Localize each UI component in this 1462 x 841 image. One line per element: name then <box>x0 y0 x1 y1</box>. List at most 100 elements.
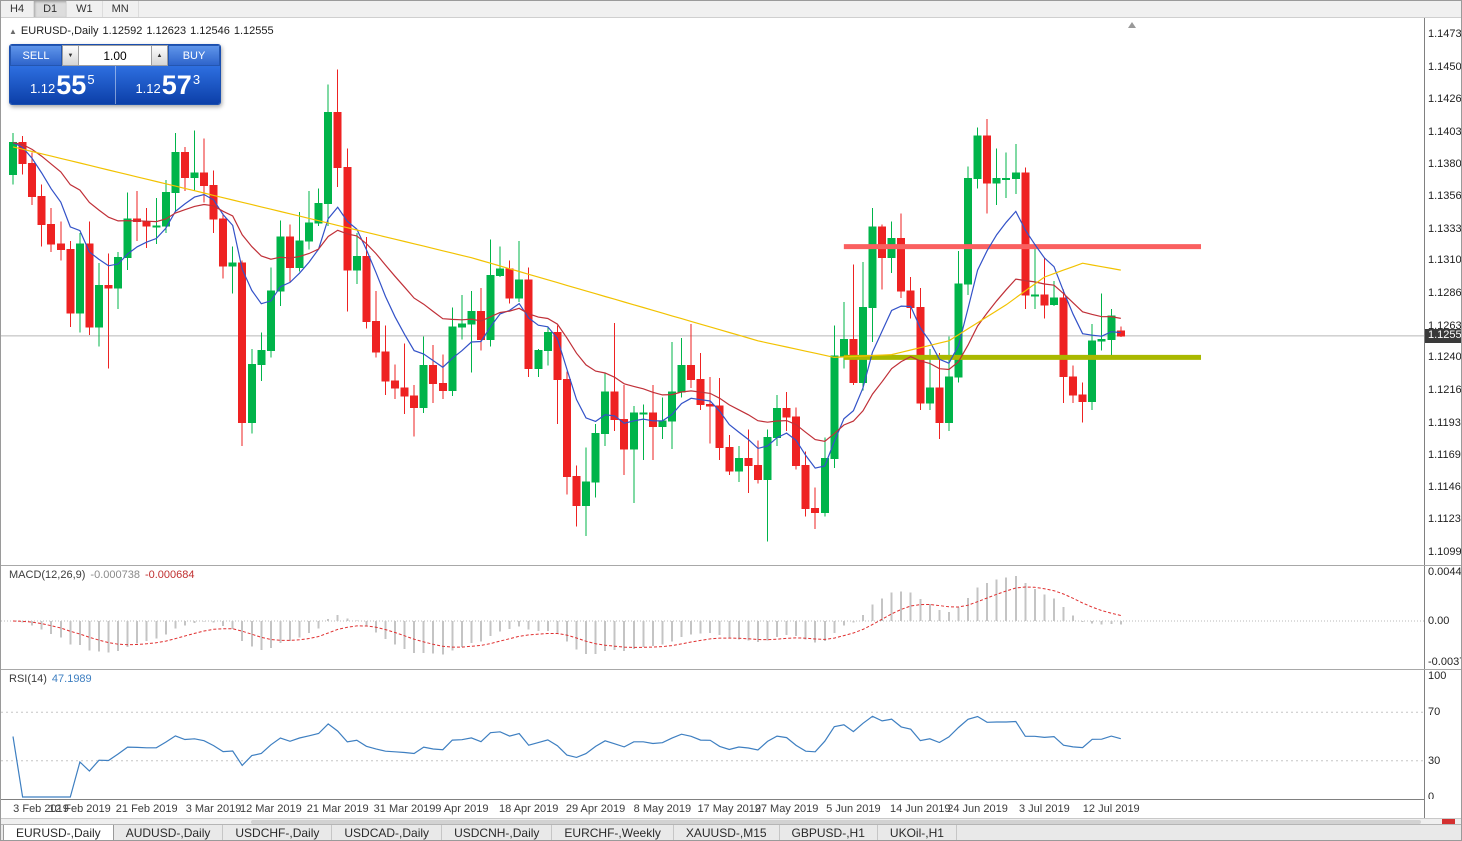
sell-price-prefix: 1.12 <box>29 81 56 96</box>
panel-splitter[interactable] <box>1 565 1461 566</box>
ohlc-low: 1.12546 <box>190 25 230 37</box>
tab-eurusd-daily[interactable]: EURUSD-,Daily <box>3 825 114 840</box>
rsi-axis-label: 30 <box>1428 754 1441 767</box>
price-divider <box>114 66 116 104</box>
rsi-axis-label: 100 <box>1428 670 1447 682</box>
date-axis-label: 5 Jun 2019 <box>826 803 881 815</box>
scrollbar-corner-marker <box>1442 819 1455 825</box>
price-axis-label: 1.12630 <box>1428 319 1462 332</box>
macd-histogram <box>21 575 1122 655</box>
date-axis-label: 31 Mar 2019 <box>373 803 436 815</box>
macd-name: MACD(12,26,9) <box>9 569 86 581</box>
chart-tab-bar: EURUSD-,Daily AUDUSD-,Daily USDCHF-,Daily U… <box>1 824 1461 840</box>
date-axis-label: 27 May 2019 <box>754 803 819 815</box>
volume-decrease-button[interactable]: ▼ <box>62 45 79 66</box>
timeframe-w1-button[interactable]: W1 <box>67 1 103 17</box>
price-axis-label: 1.11230 <box>1428 513 1461 526</box>
rsi-value: 47.1989 <box>51 673 92 685</box>
price-axis-label: 1.10995 <box>1428 546 1462 558</box>
volume-increase-button[interactable]: ▲ <box>151 45 168 66</box>
macd-value-main: -0.000738 <box>90 569 140 581</box>
rsi-axis-label: 70 <box>1428 706 1441 719</box>
buy-price-button[interactable]: 1.12 57 3 <box>116 66 221 104</box>
main-chart-panel[interactable]: ▲ EURUSD-,Daily 1.12592 1.12623 1.12546 1.125… <box>1 18 1424 565</box>
date-axis-label: 12 Mar 2019 <box>239 803 302 815</box>
panel-splitter[interactable] <box>1 669 1461 670</box>
rsi-label: RSI(14) 47.1989 <box>9 673 97 685</box>
macd-canvas[interactable] <box>1 566 1424 669</box>
macd-panel[interactable]: MACD(12,26,9) -0.000738 -0.000684 <box>1 566 1424 669</box>
tab-gbpusd-h1[interactable]: GBPUSD-,H1 <box>780 825 878 840</box>
price-axis-label: 1.12865 <box>1428 287 1462 299</box>
price-axis-label: 1.13330 <box>1428 222 1462 235</box>
chart-shift-marker-icon <box>1128 22 1136 28</box>
price-axis-label: 1.11465 <box>1428 480 1461 493</box>
timeframe-d1-button[interactable]: D1 <box>34 1 68 17</box>
price-axis: 1.14735 1.14500 1.14265 1.14030 1.13800 1.135… <box>1424 18 1462 565</box>
ma-fast-line <box>12 142 1121 469</box>
buy-price-main: 57 <box>161 70 192 100</box>
scrollbar-thumb[interactable] <box>251 820 1421 824</box>
macd-value-signal: -0.000684 <box>144 569 195 581</box>
timeframe-mn-button[interactable]: MN <box>103 1 139 17</box>
buy-button[interactable]: BUY <box>168 45 220 66</box>
ma-mid-line <box>12 142 1121 442</box>
horizontal-scrollbar[interactable] <box>1 818 1461 825</box>
current-price-tag: 1.12555 <box>1425 328 1461 343</box>
price-axis-label: 1.11930 <box>1428 416 1461 429</box>
date-axis-label: 3 Jul 2019 <box>1019 803 1070 815</box>
rsi-axis-label: 0 <box>1428 791 1435 799</box>
axis-corner <box>1424 799 1461 818</box>
sell-price-pip: 5 <box>87 72 95 87</box>
tab-xauusd-m15[interactable]: XAUUSD-,M15 <box>674 825 780 840</box>
date-axis-label: 17 May 2019 <box>697 803 762 815</box>
rsi-canvas[interactable] <box>1 670 1424 799</box>
candles-series <box>9 69 1125 542</box>
date-axis-label: 12 Feb 2019 <box>48 803 111 815</box>
date-axis-label: 9 Apr 2019 <box>435 803 489 815</box>
volume-input[interactable] <box>79 45 151 66</box>
price-axis-label: 1.13565 <box>1428 190 1462 203</box>
macd-axis-label: 0.00 <box>1428 615 1450 627</box>
tab-audusd-daily[interactable]: AUDUSD-,Daily <box>114 825 224 840</box>
sell-button[interactable]: SELL <box>10 45 62 66</box>
tab-usdchf-daily[interactable]: USDCHF-,Daily <box>223 825 333 840</box>
rsi-panel[interactable]: RSI(14) 47.1989 <box>1 670 1424 799</box>
macd-axis-label: 0.004465 <box>1428 566 1462 578</box>
price-axis-label: 1.11695 <box>1428 449 1461 462</box>
macd-axis: 0.004465 0.00 -0.003715 <box>1424 566 1462 669</box>
buy-price-pip: 3 <box>192 72 201 87</box>
rsi-name: RSI(14) <box>9 673 47 685</box>
tab-eurchf-weekly[interactable]: EURCHF-,Weekly <box>552 825 674 840</box>
sell-price-main: 55 <box>56 70 87 100</box>
timeframe-h4-button[interactable]: H4 <box>1 1 35 17</box>
sell-price-button[interactable]: 1.12 55 5 <box>10 66 115 104</box>
price-axis-label: 1.13800 <box>1428 157 1462 170</box>
price-axis-label: 1.13100 <box>1428 254 1462 267</box>
tab-usdcnh-daily[interactable]: USDCNH-,Daily <box>442 825 553 840</box>
date-axis-label: 8 May 2019 <box>633 803 692 815</box>
chart-symbol-period: EURUSD-,Daily <box>20 25 99 37</box>
date-axis-label: 21 Feb 2019 <box>115 803 178 815</box>
macd-label: MACD(12,26,9) -0.000738 -0.000684 <box>9 569 200 581</box>
price-axis-label: 1.14735 <box>1428 28 1462 40</box>
tab-ukoil-h1[interactable]: UKOil-,H1 <box>878 825 957 840</box>
date-axis-label: 24 Jun 2019 <box>947 803 1008 815</box>
ohlc-high: 1.12623 <box>146 25 187 37</box>
date-axis-label: 18 Apr 2019 <box>499 803 559 815</box>
buy-price-prefix: 1.12 <box>135 81 161 96</box>
date-axis-label: 21 Mar 2019 <box>306 803 369 815</box>
tab-usdcad-daily[interactable]: USDCAD-,Daily <box>332 825 443 840</box>
rsi-line <box>12 715 1121 798</box>
chart-title: ▲ EURUSD-,Daily 1.12592 1.12623 1.12546 1.125… <box>9 25 278 37</box>
price-axis-label: 1.14030 <box>1428 125 1462 138</box>
macd-signal-line <box>12 586 1121 648</box>
one-click-collapse-icon[interactable]: ▲ <box>9 27 17 36</box>
price-chart-canvas[interactable] <box>1 18 1424 565</box>
ohlc-close: 1.12555 <box>233 25 274 37</box>
date-axis-label: 14 Jun 2019 <box>889 803 951 815</box>
price-axis-label: 1.12165 <box>1428 383 1462 396</box>
date-axis: 3 Feb 2019 12 Feb 2019 21 Feb 2019 3 Mar 20… <box>1 800 1424 818</box>
